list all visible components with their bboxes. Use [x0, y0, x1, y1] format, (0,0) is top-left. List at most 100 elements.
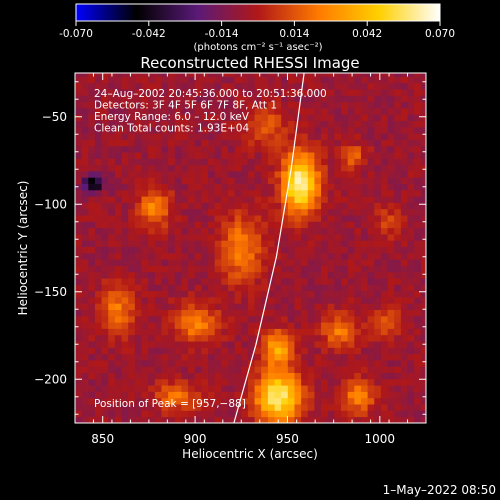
heatmap-cell	[221, 215, 229, 222]
heatmap-cell	[114, 416, 122, 423]
heatmap-cell	[334, 120, 342, 128]
heatmap-cell	[154, 347, 162, 355]
heatmap-cell	[148, 227, 156, 235]
heatmap-cell	[261, 171, 269, 178]
heatmap-cell	[261, 397, 269, 405]
heatmap-cell	[174, 152, 182, 159]
heatmap-cell	[341, 284, 349, 292]
heatmap-cell	[287, 196, 295, 203]
heatmap-cell	[334, 328, 342, 336]
heatmap-cell	[287, 145, 295, 153]
heatmap-cell	[75, 309, 83, 317]
heatmap-cell	[227, 189, 236, 197]
heatmap-cell	[374, 221, 382, 229]
heatmap-cell	[201, 252, 209, 260]
heatmap-cell	[227, 82, 236, 90]
heatmap-cell	[208, 120, 216, 128]
heatmap-cell	[81, 120, 89, 128]
heatmap-cell	[321, 76, 329, 84]
heatmap-cell	[128, 189, 136, 197]
heatmap-cell	[108, 341, 116, 348]
heatmap-cell	[134, 164, 142, 172]
heatmap-cell	[287, 410, 295, 418]
heatmap-cell	[234, 108, 242, 115]
heatmap-cell	[168, 240, 176, 247]
heatmap-cell	[194, 378, 202, 386]
heatmap-cell	[154, 416, 162, 423]
heatmap-cell	[307, 108, 315, 115]
heatmap-cell	[380, 378, 388, 386]
heatmap-cell	[88, 234, 96, 241]
heatmap-cell	[188, 73, 196, 77]
heatmap-cell	[114, 278, 122, 285]
heatmap-cell	[414, 416, 422, 423]
heatmap-cell	[400, 227, 408, 235]
heatmap-cell	[287, 76, 295, 84]
heatmap-cell	[341, 89, 349, 96]
heatmap-cell	[81, 227, 89, 235]
heatmap-cell	[88, 341, 96, 348]
heatmap-cell	[367, 120, 375, 128]
heatmap-cell	[347, 133, 355, 140]
heatmap-cell	[341, 196, 349, 203]
heatmap-cell	[321, 234, 329, 241]
heatmap-cell	[360, 208, 369, 216]
heatmap-cell	[261, 183, 269, 191]
heatmap-cell	[114, 410, 122, 418]
heatmap-cell	[221, 145, 229, 153]
heatmap-cell	[367, 397, 375, 405]
heatmap-cell	[367, 139, 375, 147]
heatmap-cell	[188, 271, 196, 279]
heatmap-cell	[168, 114, 176, 121]
heatmap-cell	[75, 158, 83, 166]
heatmap-cell	[334, 353, 342, 361]
heatmap-cell	[214, 73, 222, 77]
heatmap-cell	[347, 177, 355, 184]
heatmap-cell	[241, 221, 249, 229]
heatmap-cell	[134, 278, 142, 285]
heatmap-cell	[354, 246, 362, 254]
heatmap-cell	[174, 234, 182, 241]
heatmap-cell	[341, 189, 349, 197]
heatmap-cell	[261, 265, 269, 273]
heatmap-cell	[294, 108, 302, 115]
heatmap-cell	[81, 259, 89, 266]
heatmap-cell	[208, 158, 216, 166]
heatmap-cell	[154, 183, 162, 191]
heatmap-cell	[241, 177, 249, 184]
heatmap-cell	[214, 76, 222, 84]
heatmap-cell	[221, 372, 229, 380]
heatmap-cell	[154, 101, 162, 109]
heatmap-cell	[374, 73, 382, 77]
heatmap-cell	[88, 328, 96, 336]
heatmap-cell	[394, 76, 402, 84]
heatmap-cell	[121, 259, 129, 266]
heatmap-cell	[374, 215, 382, 222]
heatmap-cell	[294, 252, 302, 260]
heatmap-cell	[201, 246, 209, 254]
heatmap-cell	[174, 82, 182, 90]
heatmap-cell	[307, 171, 315, 178]
heatmap-cell	[394, 158, 402, 166]
heatmap-cell	[341, 164, 349, 172]
heatmap-cell	[174, 240, 182, 247]
heatmap-cell	[407, 397, 415, 405]
heatmap-cell	[254, 360, 262, 367]
heatmap-cell	[154, 234, 162, 241]
heatmap-cell	[214, 297, 222, 304]
heatmap-cell	[420, 120, 426, 128]
heatmap-cell	[221, 309, 229, 317]
heatmap-cell	[114, 215, 122, 222]
heatmap-cell	[128, 309, 136, 317]
heatmap-cell	[227, 76, 236, 84]
heatmap-cell	[108, 360, 116, 367]
heatmap-cell	[94, 410, 103, 418]
heatmap-cell	[208, 385, 216, 392]
heatmap-cell	[161, 189, 169, 197]
heatmap-cell	[221, 284, 229, 292]
heatmap-cell	[141, 391, 149, 399]
heatmap-cell	[267, 89, 275, 96]
heatmap-cell	[75, 284, 83, 292]
heatmap-cell	[134, 208, 142, 216]
heatmap-cell	[354, 385, 362, 392]
